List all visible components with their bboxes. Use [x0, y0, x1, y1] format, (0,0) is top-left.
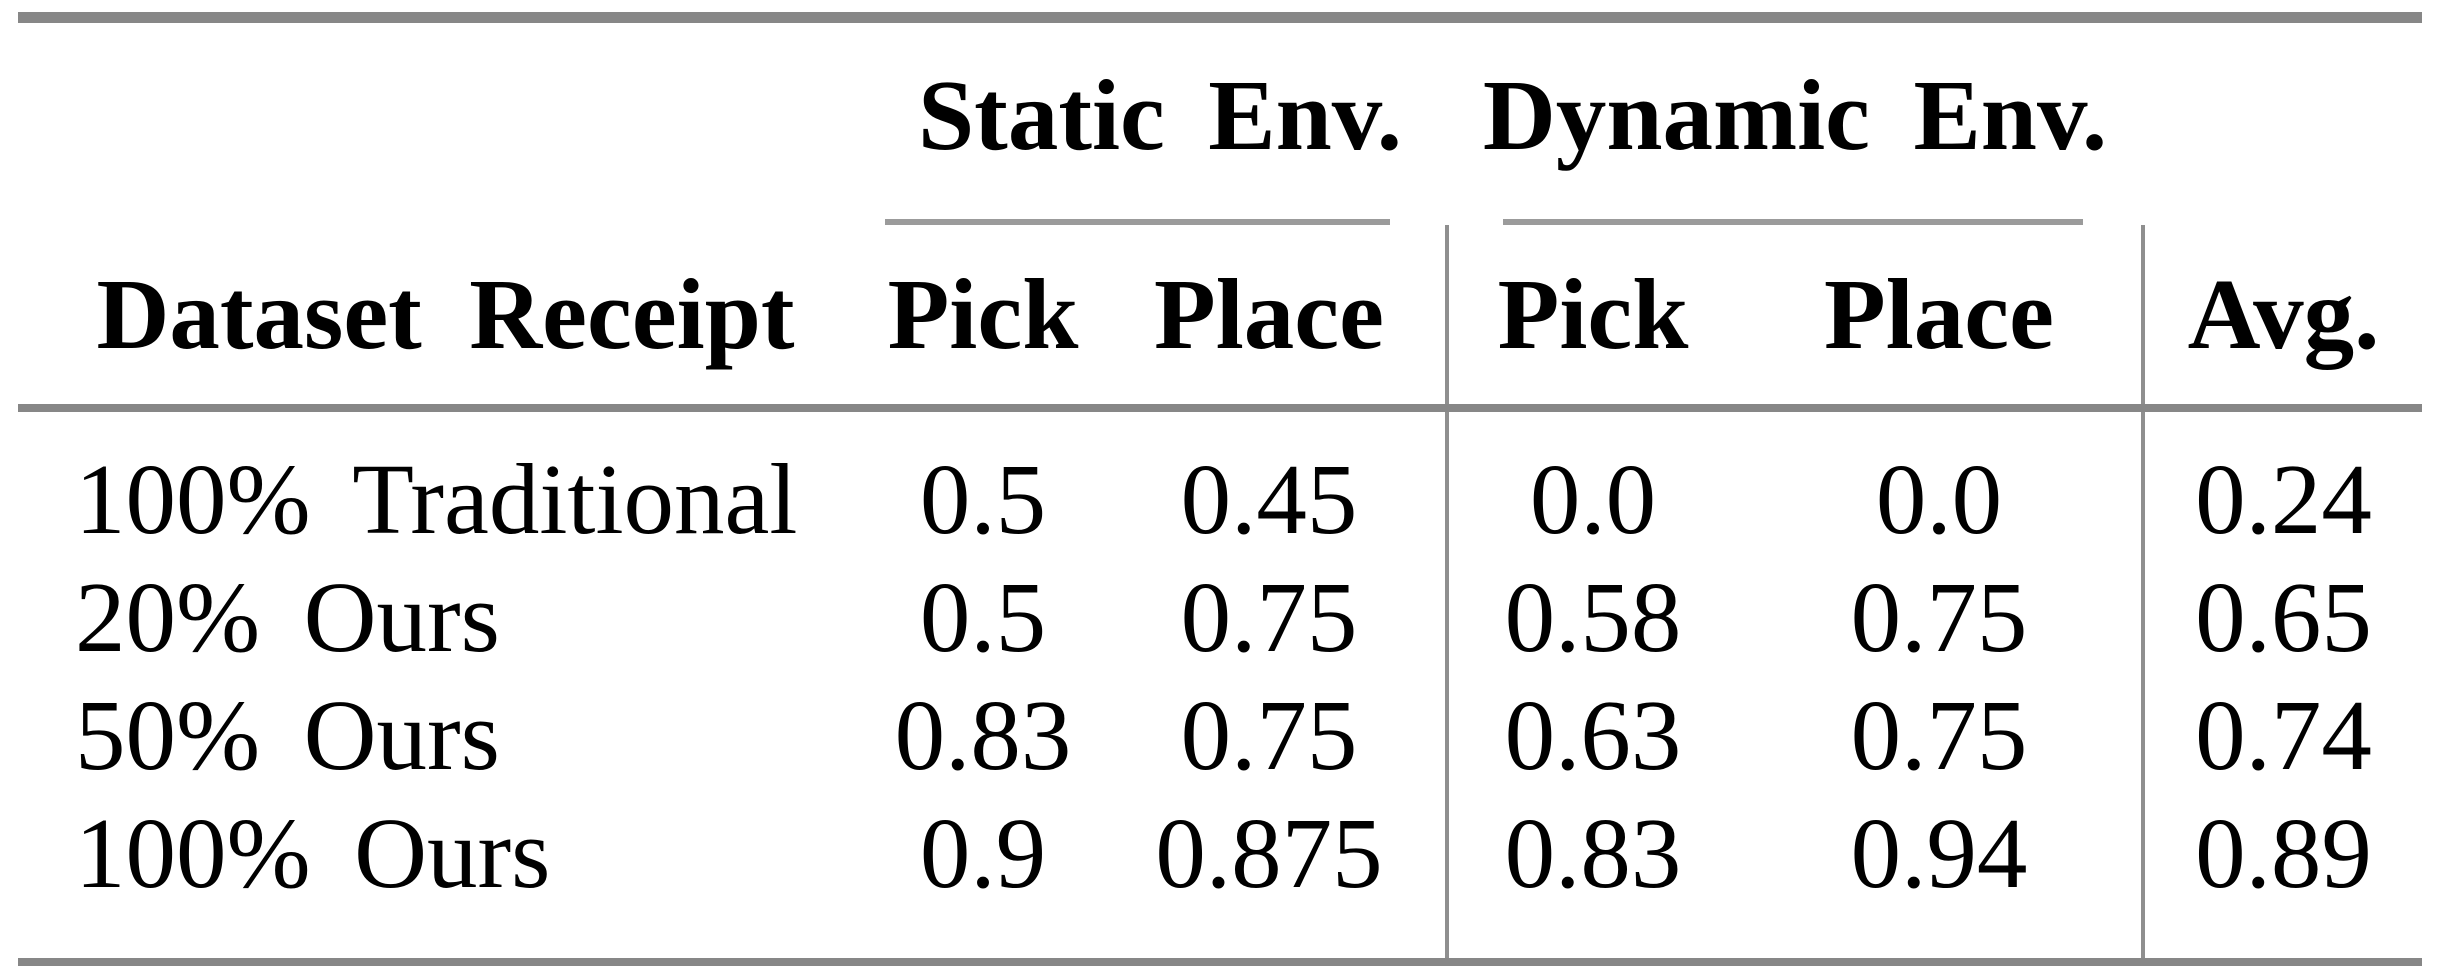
cell-static-pick: 0.5 — [919, 442, 1047, 555]
group-header-row: Static Env. Dynamic Env. — [18, 18, 2422, 226]
col-header-static-place: Place — [1093, 225, 1448, 412]
cell-static-pick: 0.5 — [919, 560, 1047, 673]
table-row: 100% Ours 0.9 0.875 0.83 0.94 0.89 — [18, 794, 2423, 963]
row-label: 20% Ours — [75, 560, 500, 673]
cell-dynamic-place: 0.0 — [1875, 442, 2003, 555]
group-header-empty-left — [18, 18, 873, 226]
cell-dynamic-pick: 0.83 — [1445, 794, 1738, 963]
cell-dynamic-place: 0.75 — [1850, 560, 2028, 673]
table-row: 100% Traditional 0.5 0.45 0.0 0.0 0.24 — [18, 408, 2423, 558]
results-table: Static Env. Dynamic Env. Dataset Receipt… — [18, 12, 2423, 966]
cell-avg: 0.24 — [2141, 408, 2423, 558]
row-label: 50% Ours — [75, 678, 500, 791]
col-header-dynamic-place: Place — [1737, 225, 2144, 412]
cell-dynamic-pick: 0.58 — [1445, 558, 1738, 676]
row-label: 100% Traditional — [75, 442, 798, 555]
cell-avg: 0.74 — [2141, 676, 2423, 794]
cell-static-place: 0.75 — [1180, 678, 1358, 791]
cell-static-place: 0.45 — [1180, 442, 1358, 555]
cell-static-pick: 0.9 — [919, 796, 1047, 909]
table-row: 20% Ours 0.5 0.75 0.58 0.75 0.65 — [18, 558, 2423, 676]
cmidrule-static — [885, 219, 1391, 225]
group-header-empty-right — [2143, 18, 2422, 226]
group-header-dynamic-env-label: Dynamic Env. — [1482, 59, 2108, 171]
cell-avg: 0.65 — [2141, 558, 2423, 676]
col-header-static-pick: Pick — [873, 225, 1093, 412]
cell-static-place: 0.75 — [1180, 560, 1358, 673]
cell-static-pick: 0.83 — [894, 678, 1072, 791]
col-header-avg: Avg. — [2141, 225, 2423, 412]
column-header-row: Dataset Receipt Pick Place Pick Place Av… — [18, 225, 2423, 412]
group-header-static-env-label: Static Env. — [918, 59, 1402, 171]
cell-avg: 0.89 — [2141, 794, 2423, 963]
group-header-static-env: Static Env. — [873, 18, 1447, 225]
cell-dynamic-pick: 0.63 — [1445, 676, 1738, 794]
cell-dynamic-pick: 0.0 — [1445, 408, 1738, 558]
table-row: 50% Ours 0.83 0.75 0.63 0.75 0.74 — [18, 676, 2423, 794]
row-label: 100% Ours — [75, 796, 551, 909]
group-header-dynamic-env: Dynamic Env. — [1447, 18, 2143, 225]
cell-dynamic-place: 0.75 — [1850, 678, 2028, 791]
col-header-dataset-receipt: Dataset Receipt — [18, 225, 873, 412]
cell-dynamic-place: 0.94 — [1850, 796, 2028, 909]
cell-static-place: 0.875 — [1155, 796, 1383, 909]
col-header-dynamic-pick: Pick — [1445, 225, 1738, 412]
cmidrule-dynamic — [1503, 219, 2084, 225]
